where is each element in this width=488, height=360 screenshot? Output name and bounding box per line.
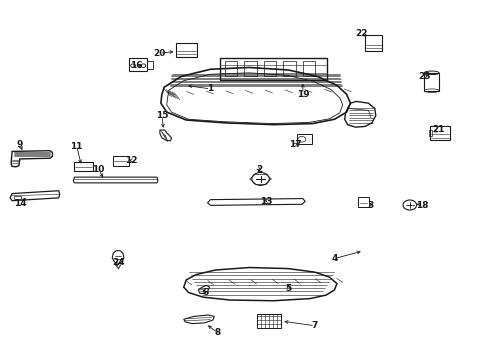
Bar — [428, 130, 431, 136]
Text: 8: 8 — [214, 328, 221, 337]
Text: 21: 21 — [432, 126, 445, 135]
Bar — [113, 157, 128, 166]
Text: 22: 22 — [354, 29, 366, 38]
Bar — [302, 62, 314, 76]
Bar — [429, 126, 449, 140]
Bar — [74, 162, 93, 171]
Text: 18: 18 — [415, 201, 427, 210]
Text: 9: 9 — [17, 140, 23, 149]
Text: 5: 5 — [285, 284, 291, 293]
Text: 16: 16 — [130, 61, 142, 70]
Text: 15: 15 — [155, 111, 168, 120]
Text: 13: 13 — [260, 197, 272, 206]
Bar — [365, 35, 381, 51]
Text: 4: 4 — [330, 254, 337, 263]
Bar — [257, 314, 281, 328]
Text: 11: 11 — [70, 141, 83, 150]
Bar — [128, 58, 147, 71]
Bar — [264, 62, 276, 76]
Text: 10: 10 — [92, 165, 104, 174]
Text: 19: 19 — [296, 90, 308, 99]
Text: 23: 23 — [417, 72, 430, 81]
Text: 7: 7 — [311, 321, 318, 330]
Bar — [244, 62, 256, 76]
Text: 12: 12 — [125, 156, 138, 165]
Text: 24: 24 — [112, 258, 124, 267]
Bar — [220, 58, 326, 80]
Text: 14: 14 — [14, 199, 26, 208]
Bar — [424, 73, 438, 91]
Text: 1: 1 — [207, 84, 213, 93]
Bar — [296, 134, 311, 144]
Bar — [358, 197, 368, 207]
Text: 3: 3 — [367, 201, 373, 210]
Bar — [283, 62, 295, 76]
Text: 17: 17 — [288, 140, 301, 149]
Bar — [224, 62, 237, 76]
Text: 20: 20 — [153, 49, 165, 58]
Bar — [147, 61, 153, 68]
Text: 2: 2 — [255, 165, 262, 174]
Bar — [176, 43, 197, 57]
Text: 6: 6 — [202, 288, 208, 297]
Bar — [14, 196, 21, 199]
